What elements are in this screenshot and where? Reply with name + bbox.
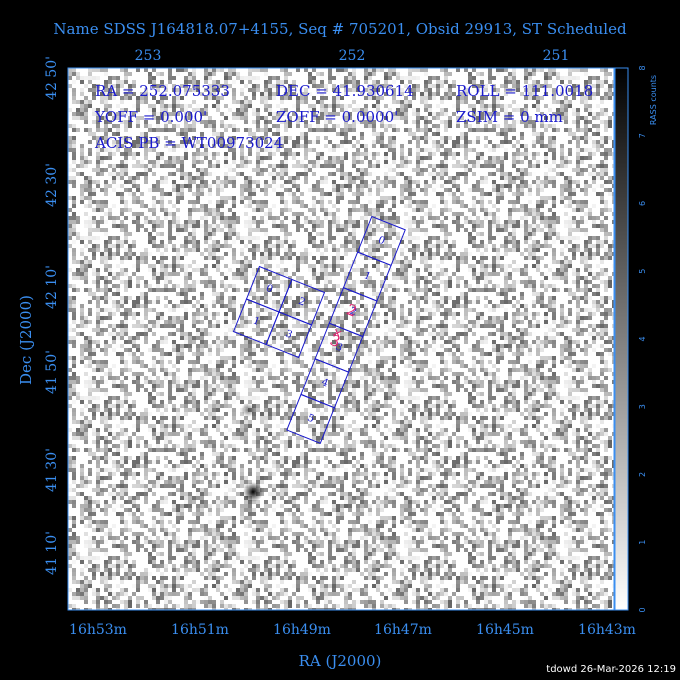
bottom-tick-label: 16h43m <box>578 622 636 638</box>
colorbar-tick-label: 2 <box>638 472 647 477</box>
colorbar-tick-label: 6 <box>638 201 647 206</box>
bottom-tick-label: 16h47m <box>374 622 432 638</box>
acis-s-chip <box>286 393 336 444</box>
left-tick-label: 41 30' <box>44 448 60 492</box>
top-tick-label: 253 <box>135 48 162 64</box>
chip-label: 1 <box>362 270 372 283</box>
chip-label: 2 <box>297 296 307 309</box>
left-tick-label: 42 30' <box>44 163 60 207</box>
acis-i-chip <box>265 311 313 359</box>
colorbar-tick-label: 3 <box>638 404 647 409</box>
top-tick-label: 251 <box>543 48 570 64</box>
title: Name SDSS J164818.07+4155, Seq # 705201,… <box>53 20 627 38</box>
chip-label: 2 <box>348 306 358 319</box>
bottom-tick-label: 16h49m <box>273 622 331 638</box>
x-axis-label: RA (J2000) <box>299 652 382 670</box>
left-tick-label: 42 10' <box>44 265 60 309</box>
x-ray-source <box>243 482 263 502</box>
chip-label: 3 <box>334 341 344 354</box>
info-text: ZOFF = 0.0000' <box>276 108 398 126</box>
bottom-tick-label: 16h45m <box>476 622 534 638</box>
x-ray-source <box>241 403 255 417</box>
left-tick-label: 42 50' <box>44 56 60 100</box>
chip-label: 3 <box>284 328 294 341</box>
acis-s: 0 1 2 3 4 5 2 3 <box>286 215 406 444</box>
chip-label: 0 <box>264 283 274 296</box>
left-tick-label: 41 10' <box>44 531 60 575</box>
colorbar-tick-label: 5 <box>638 269 647 274</box>
acis-i: 0 2 1 3 <box>232 265 326 359</box>
left-tick-label: 41 50' <box>44 350 60 394</box>
info-text: ACIS PB = WT00973024 <box>94 134 283 152</box>
footer: tdowd 26-Mar-2026 12:19 <box>546 664 676 675</box>
info-text: YOFF = 0.000' <box>94 108 207 126</box>
colorbar-tick-label: 0 <box>638 607 647 612</box>
info-text: ROLL = 111.0018 <box>456 82 593 100</box>
colorbar <box>614 67 629 611</box>
top-tick-label: 252 <box>339 48 366 64</box>
chip-label: 1 <box>251 316 261 329</box>
info-text: RA = 252.075333 <box>95 82 230 100</box>
y-axis-label: Dec (J2000) <box>17 295 35 385</box>
chip-label: 0 <box>376 235 386 248</box>
colorbar-tick-label: 1 <box>638 540 647 545</box>
bottom-tick-label: 16h53m <box>69 622 127 638</box>
colorbar-label: RASS counts <box>649 75 658 125</box>
info-text: ZSIM = 0 mm <box>456 108 563 126</box>
chip-label: 4 <box>320 377 330 390</box>
bottom-tick-label: 16h51m <box>171 622 229 638</box>
info-text: DEC = 41.930614 <box>276 82 414 100</box>
aimpoint <box>333 328 342 338</box>
image-noise <box>68 68 614 610</box>
colorbar-tick-label: 8 <box>638 65 647 70</box>
colorbar-tick-label: 4 <box>638 336 647 341</box>
colorbar-tick-label: 7 <box>638 133 647 138</box>
chip-label: 5 <box>306 413 316 426</box>
image-frame <box>67 67 615 611</box>
